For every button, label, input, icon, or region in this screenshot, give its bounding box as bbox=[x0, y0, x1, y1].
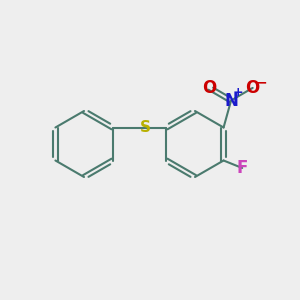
Text: N: N bbox=[224, 92, 238, 110]
Text: −: − bbox=[255, 76, 267, 89]
Text: O: O bbox=[202, 79, 217, 97]
Text: F: F bbox=[236, 159, 248, 177]
Text: S: S bbox=[140, 120, 151, 135]
Text: O: O bbox=[246, 79, 260, 97]
Text: +: + bbox=[232, 86, 243, 99]
